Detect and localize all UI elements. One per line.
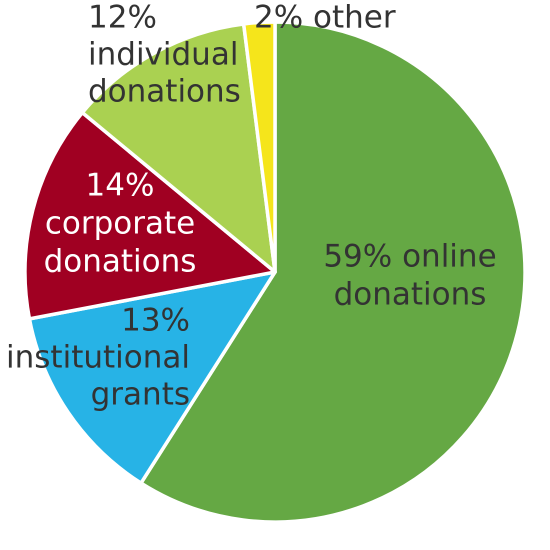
slice-label-line: 2% other (254, 0, 396, 36)
slice-label-line: 14% (86, 168, 155, 204)
slice-label-line: 59% online (323, 239, 496, 275)
pie-slices (23, 20, 527, 524)
slice-label-line: grants (91, 377, 190, 413)
slice-label-online-donations: 59% online donations (323, 239, 496, 313)
slice-label-other: 2% other (254, 0, 396, 36)
slice-label-line: corporate (45, 206, 195, 242)
pie-slice-corporate-donations (23, 110, 277, 321)
slice-label-line: donations (44, 244, 197, 280)
slice-label-line: donations (88, 74, 241, 110)
pie-slice-institutional-grants (27, 270, 277, 485)
pie-slice-online-donations (139, 20, 527, 524)
slice-label-line: institutional (6, 340, 190, 376)
slice-label-individual-donations: 12% individual donations (88, 0, 241, 110)
slice-label-institutional-grants: 13% institutional grants (6, 303, 190, 413)
pie-slice-other (241, 20, 277, 274)
slice-label-line: 12% (88, 0, 157, 36)
slice-label-line: individual (88, 37, 238, 73)
slice-label-line: 13% (121, 303, 190, 339)
pie-slice-individual-donations (80, 22, 277, 274)
slice-label-corporate-donations: 14% corporate donations (44, 168, 197, 280)
slice-label-line: donations (334, 277, 487, 313)
